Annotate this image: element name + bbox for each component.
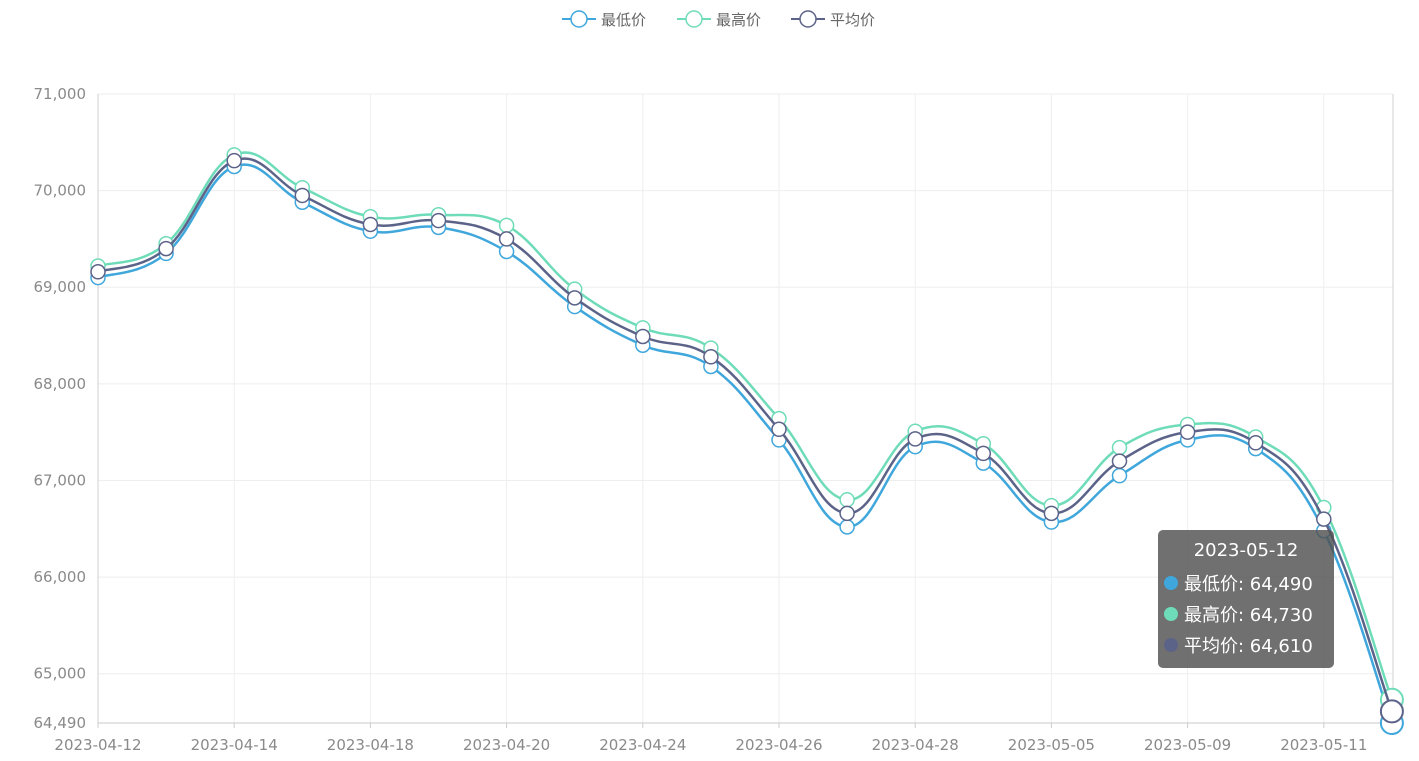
data-point	[907, 431, 923, 447]
data-point	[1247, 435, 1264, 451]
data-point	[1179, 424, 1196, 440]
chart-tooltip: 2023-05-12 最低价: 64,490 最高价: 64,730 平均价: …	[1158, 530, 1334, 668]
data-point	[1111, 467, 1128, 484]
data-point	[839, 519, 855, 535]
x-tick-label: 2023-05-11	[1280, 736, 1367, 754]
x-tick-label: 2023-04-28	[872, 736, 959, 754]
tooltip-row-avg: 平均价: 64,610	[1164, 629, 1328, 660]
data-point	[635, 328, 651, 345]
y-tick-label: 68,000	[34, 375, 87, 393]
x-tick-label: 2023-04-24	[599, 736, 686, 754]
y-tick-label: 69,000	[34, 278, 87, 296]
tooltip-dot-icon	[1164, 637, 1178, 652]
x-tick-label: 2023-04-12	[54, 736, 141, 754]
x-tick-label: 2023-04-14	[191, 736, 278, 754]
legend-line-circle-icon	[562, 10, 596, 28]
data-point	[430, 212, 447, 229]
y-tick-label: 70,000	[34, 182, 87, 200]
data-point	[771, 421, 787, 438]
data-point	[158, 240, 174, 257]
y-tick-label: 66,000	[34, 568, 87, 586]
data-point	[498, 217, 515, 234]
tooltip-text-avg: 平均价: 64,610	[1184, 635, 1313, 657]
legend-item-high[interactable]: 最高价	[676, 8, 761, 30]
data-point	[1316, 511, 1332, 527]
y-axis-labels: 71,000 70,000 69,000 68,000 67,000 66,000 65,0…	[34, 85, 87, 732]
tooltip-dot-icon	[1164, 606, 1178, 621]
data-point	[226, 152, 242, 169]
legend-item-low[interactable]: 最低价	[561, 8, 646, 30]
chart-legend: 最低价 最高价 平均价	[0, 8, 1419, 30]
tooltip-title: 2023-05-12	[1193, 540, 1299, 561]
tooltip-dot-icon	[1164, 575, 1178, 590]
x-tick-label: 2023-05-05	[1008, 736, 1095, 754]
data-point	[703, 349, 719, 365]
axes	[97, 94, 1394, 728]
data-point	[566, 290, 583, 306]
y-tick-label: 71,000	[34, 85, 87, 103]
data-point	[90, 264, 106, 280]
data-point	[498, 231, 515, 247]
x-tick-label: 2023-04-18	[327, 736, 414, 754]
x-tick-label: 2023-04-26	[735, 736, 822, 754]
data-point	[975, 445, 992, 462]
x-tick-label: 2023-05-09	[1144, 736, 1231, 754]
x-axis-labels: 2023-04-12 2023-04-14 2023-04-18 2023-04-20…	[54, 736, 1367, 754]
data-point	[839, 505, 855, 522]
legend-label-high: 最高价	[716, 10, 762, 29]
legend-label-low: 最低价	[601, 10, 647, 29]
y-tick-label: 64,490	[34, 714, 87, 732]
legend-item-avg[interactable]: 平均价	[790, 8, 875, 30]
legend-line-circle-icon	[677, 10, 711, 28]
legend-line-circle-icon	[791, 10, 825, 28]
data-point	[1111, 439, 1128, 456]
tooltip-text-high: 最高价: 64,730	[1184, 604, 1313, 626]
y-tick-label: 67,000	[34, 471, 87, 489]
y-tick-label: 65,000	[34, 665, 87, 683]
tooltip-row-low: 最低价: 64,490	[1164, 567, 1328, 598]
data-point	[1379, 699, 1404, 724]
data-point	[294, 187, 311, 204]
tooltip-row-high: 最高价: 64,730	[1164, 598, 1328, 629]
data-point	[362, 216, 379, 233]
x-tick-label: 2023-04-20	[463, 736, 550, 754]
tooltip-text-low: 最低价: 64,490	[1184, 573, 1313, 595]
legend-label-avg: 平均价	[830, 10, 876, 29]
series-layer	[90, 147, 1404, 735]
series-avg	[90, 152, 1404, 724]
grid-lines	[98, 93, 1393, 723]
data-point	[839, 492, 855, 508]
data-point	[1043, 505, 1060, 522]
data-point	[1111, 453, 1128, 469]
